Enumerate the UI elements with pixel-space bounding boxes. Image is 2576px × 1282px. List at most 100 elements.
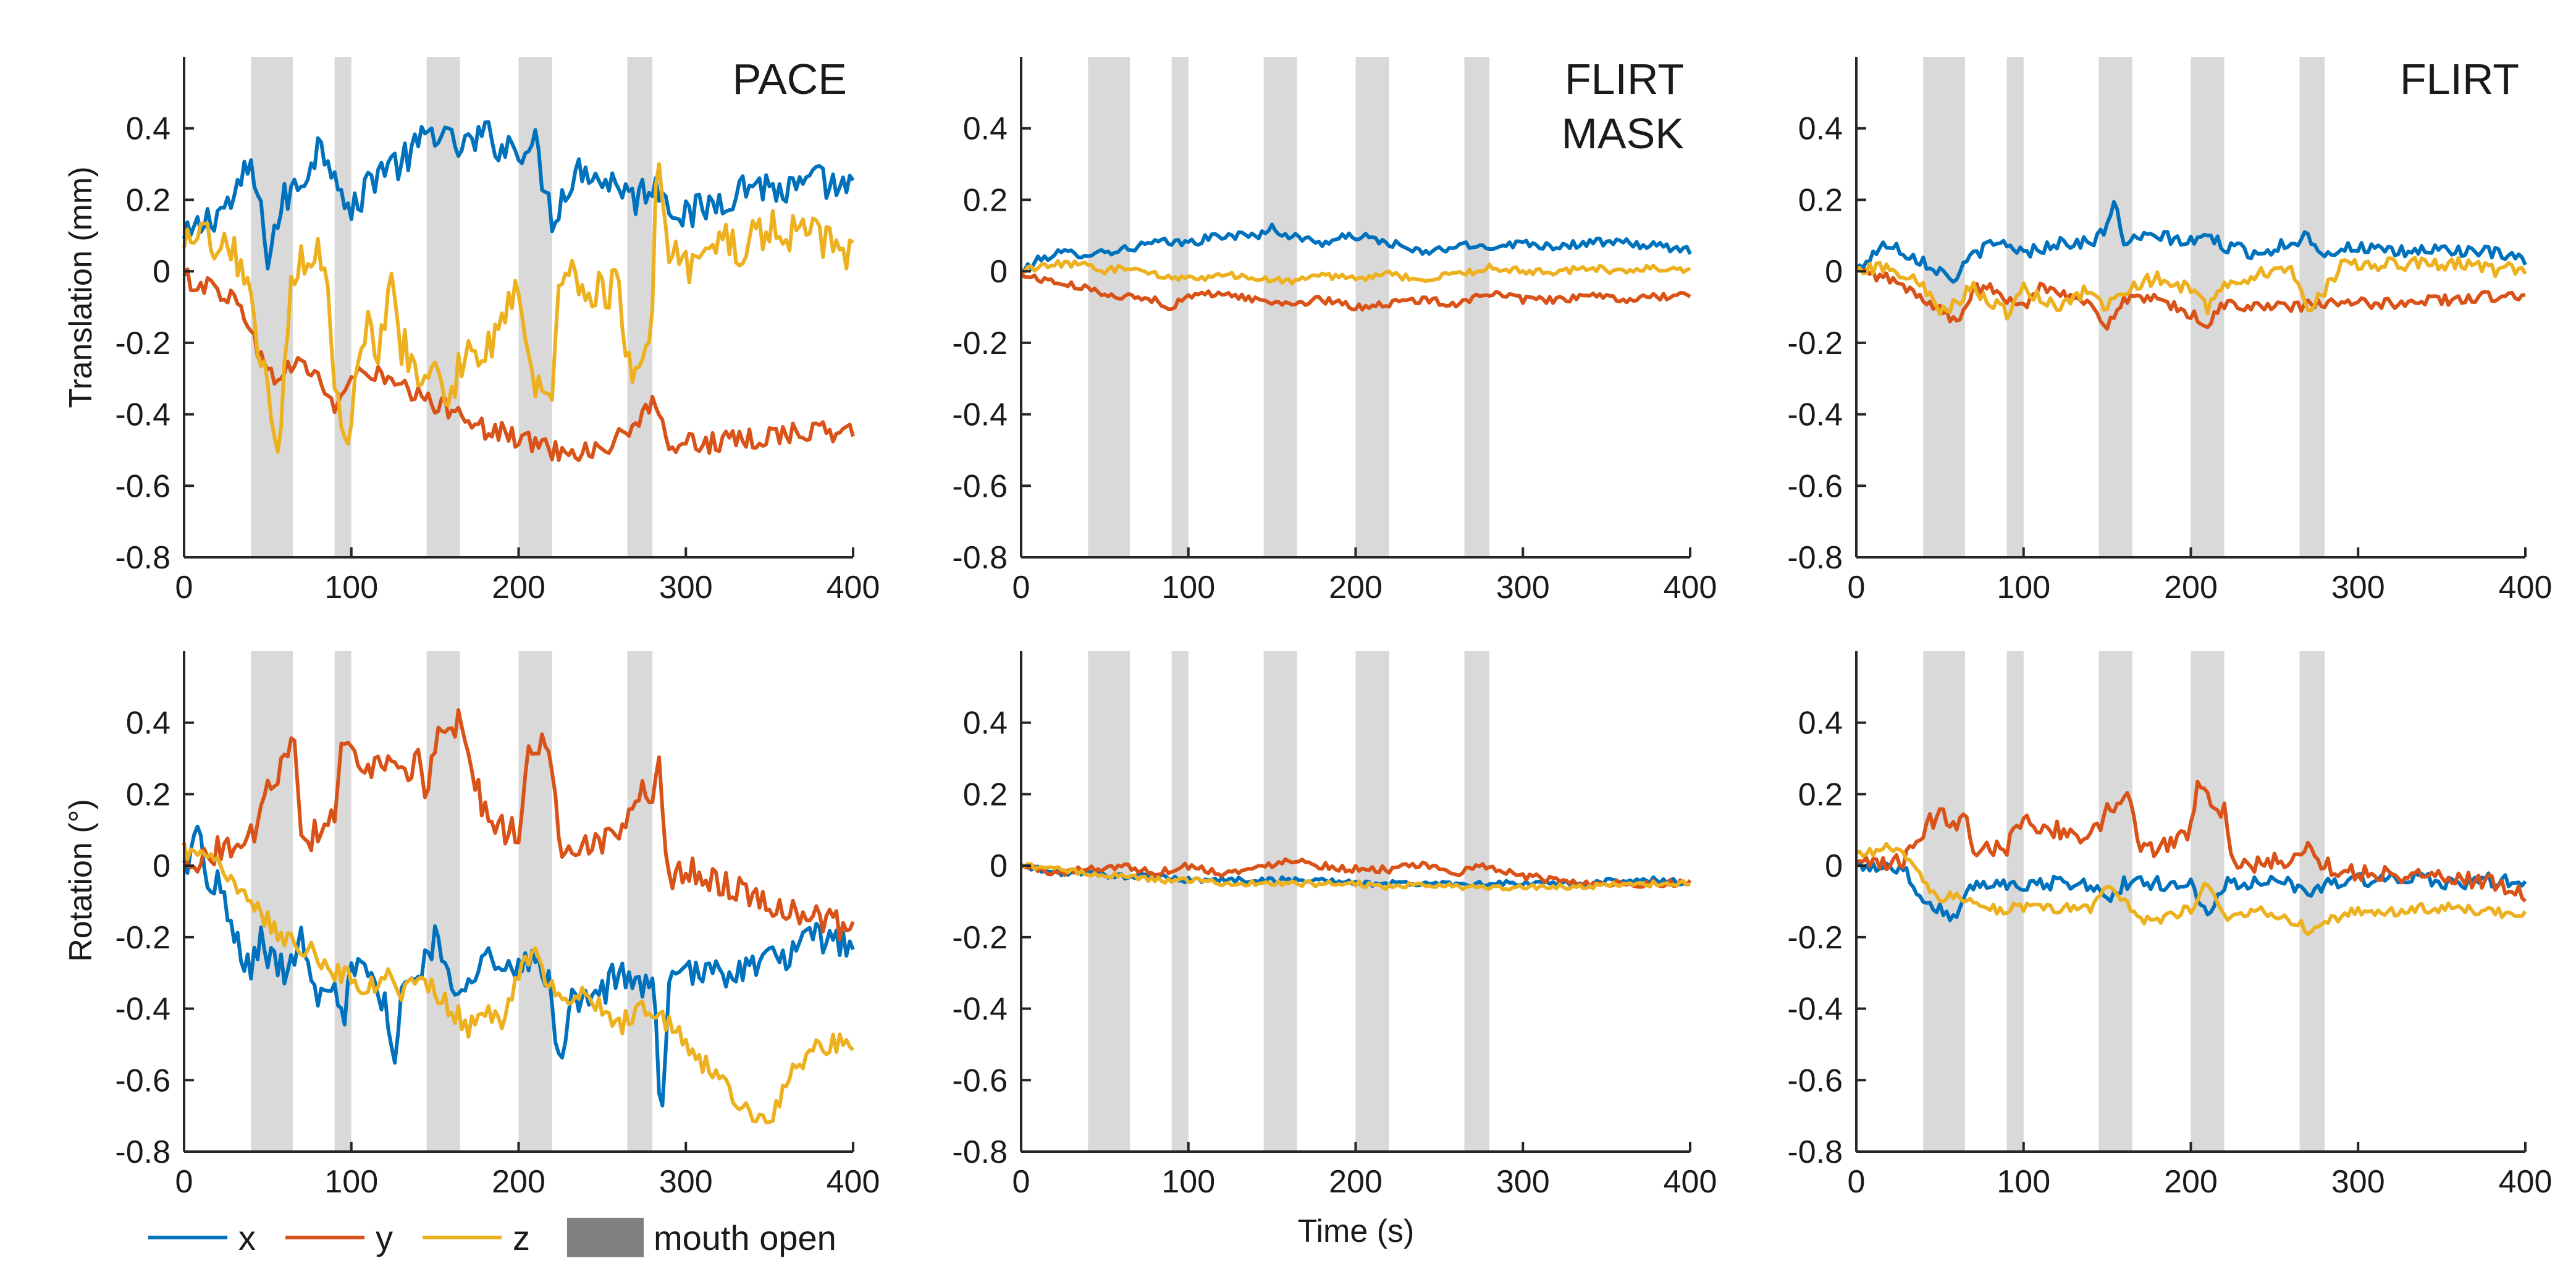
y-tick-label: -0.6 xyxy=(952,468,1008,504)
legend: x y z mouth open xyxy=(148,1218,836,1257)
x-tick-label: 100 xyxy=(1161,1164,1215,1200)
x-tick-label: 100 xyxy=(324,570,378,605)
legend-label-y: y xyxy=(376,1218,393,1257)
y-tick-label: 0.2 xyxy=(126,777,170,812)
series-line-y xyxy=(1856,268,2526,331)
x-tick-label: 0 xyxy=(1848,570,1866,605)
mouth-open-band xyxy=(1464,57,1490,557)
panel-4: -0.8 -0.6 -0.4 -0.2 0 0.2 0.4 0 100 200 300 400 xyxy=(115,651,880,1200)
x-tick-label: 400 xyxy=(827,1164,880,1200)
y-tick-label: 0.2 xyxy=(963,777,1008,812)
x-tick-label: 100 xyxy=(1997,1164,2050,1200)
mouth-open-band xyxy=(627,651,653,1152)
y-tick-label: -0.6 xyxy=(115,468,170,504)
mouth-open-band xyxy=(2006,651,2024,1152)
legend-label-z: z xyxy=(513,1218,530,1257)
series-line-x xyxy=(182,120,855,271)
y-tick-label: 0.2 xyxy=(126,182,170,218)
y-tick-label: 0.4 xyxy=(126,111,170,147)
x-axis-label: Time (s) xyxy=(1298,1213,1415,1249)
y-tick-label: -0.8 xyxy=(115,1134,170,1170)
series-line-z xyxy=(182,162,854,454)
y-tick-label: 0 xyxy=(990,848,1008,884)
x-tick-label: 200 xyxy=(1329,1164,1383,1200)
y-tick-label: -0.8 xyxy=(952,1134,1008,1170)
x-tick-label: 300 xyxy=(659,570,713,605)
mouth-open-band xyxy=(1088,651,1130,1152)
mouth-open-band xyxy=(1088,57,1130,557)
mouth-open-band xyxy=(1171,651,1189,1152)
y-tick-label: -0.2 xyxy=(1787,326,1843,361)
y-axis-label-rotation: Rotation (°) xyxy=(63,799,99,962)
y-tick-label: 0 xyxy=(990,254,1008,290)
series-line-x xyxy=(1854,200,2527,284)
mouth-open-band xyxy=(1263,651,1297,1152)
y-tick-label: -0.4 xyxy=(1787,397,1843,433)
series-line-z xyxy=(1855,842,2527,936)
x-tick-label: 200 xyxy=(1329,570,1383,605)
x-tick-label: 400 xyxy=(1664,570,1717,605)
panel-2: -0.8 -0.6 -0.4 -0.2 0 0.2 0.4 0 100 200 300 400 FLIR… xyxy=(952,55,1717,605)
y-tick-label: 0 xyxy=(153,848,170,884)
x-tick-label: 400 xyxy=(827,570,880,605)
y-tick-label: 0.4 xyxy=(126,706,170,741)
mouth-open-band xyxy=(518,651,552,1152)
series-line-x xyxy=(182,824,855,1108)
mouth-open-band xyxy=(627,57,653,557)
mouth-open-band xyxy=(334,651,351,1152)
series-line-z xyxy=(1856,255,2527,321)
panel-title: PACE xyxy=(733,55,847,103)
x-tick-label: 200 xyxy=(2164,1164,2218,1200)
y-tick-label: -0.8 xyxy=(115,540,170,576)
x-tick-label: 300 xyxy=(2331,1164,2385,1200)
x-tick-label: 100 xyxy=(324,1164,378,1200)
mouth-open-band xyxy=(334,57,351,557)
panel-5: -0.8 -0.6 -0.4 -0.2 0 0.2 0.4 0 100 200 300 400 xyxy=(952,651,1717,1200)
x-tick-label: 0 xyxy=(175,570,193,605)
y-tick-label: 0.2 xyxy=(1798,182,1843,218)
y-tick-label: -0.4 xyxy=(115,992,170,1027)
y-tick-label: -0.4 xyxy=(1787,992,1843,1027)
y-tick-label: -0.4 xyxy=(952,992,1008,1027)
x-tick-label: 0 xyxy=(1012,1164,1030,1200)
legend-label-x: x xyxy=(238,1218,256,1257)
y-tick-label: 0.4 xyxy=(1798,111,1843,147)
panel-title: FLIRT xyxy=(1565,55,1684,103)
y-tick-label: 0.2 xyxy=(963,182,1008,218)
y-tick-label: -0.6 xyxy=(1787,1063,1843,1099)
y-tick-label: -0.8 xyxy=(1787,540,1843,576)
y-tick-label: -0.4 xyxy=(952,397,1008,433)
y-tick-label: -0.2 xyxy=(952,920,1008,956)
y-tick-label: 0 xyxy=(1825,848,1843,884)
mouth-open-band xyxy=(251,57,293,557)
y-tick-label: -0.8 xyxy=(952,540,1008,576)
panel-1: -0.8 -0.6 -0.4 -0.2 0 0.2 0.4 0 100 200 300 400 PACE xyxy=(115,55,880,605)
mouth-open-band xyxy=(1355,651,1389,1152)
legend-swatch-mouth-open xyxy=(567,1218,644,1257)
y-tick-label: 0.4 xyxy=(963,706,1008,741)
legend-label-mouth-open: mouth open xyxy=(654,1218,836,1257)
x-tick-label: 200 xyxy=(492,570,545,605)
y-tick-label: -0.2 xyxy=(115,326,170,361)
x-tick-label: 300 xyxy=(1496,1164,1550,1200)
x-tick-label: 400 xyxy=(2499,1164,2553,1200)
y-tick-label: 0 xyxy=(153,254,170,290)
x-tick-label: 400 xyxy=(2499,570,2553,605)
x-tick-label: 0 xyxy=(1012,570,1030,605)
y-tick-label: 0.4 xyxy=(963,111,1008,147)
panels: -0.8 -0.6 -0.4 -0.2 0 0.2 0.4 0 100 200 300 400 PACE… xyxy=(115,55,2552,1200)
series-line-y xyxy=(182,267,855,462)
x-tick-label: 200 xyxy=(2164,570,2218,605)
y-tick-label: 0.2 xyxy=(1798,777,1843,812)
y-tick-label: -0.2 xyxy=(1787,920,1843,956)
x-tick-label: 100 xyxy=(1997,570,2050,605)
x-tick-label: 300 xyxy=(1496,570,1550,605)
y-tick-label: 0 xyxy=(1825,254,1843,290)
x-tick-label: 0 xyxy=(175,1164,193,1200)
y-tick-label: -0.6 xyxy=(1787,468,1843,504)
x-tick-label: 0 xyxy=(1848,1164,1866,1200)
series-line-y xyxy=(1856,780,2527,903)
x-tick-label: 300 xyxy=(659,1164,713,1200)
